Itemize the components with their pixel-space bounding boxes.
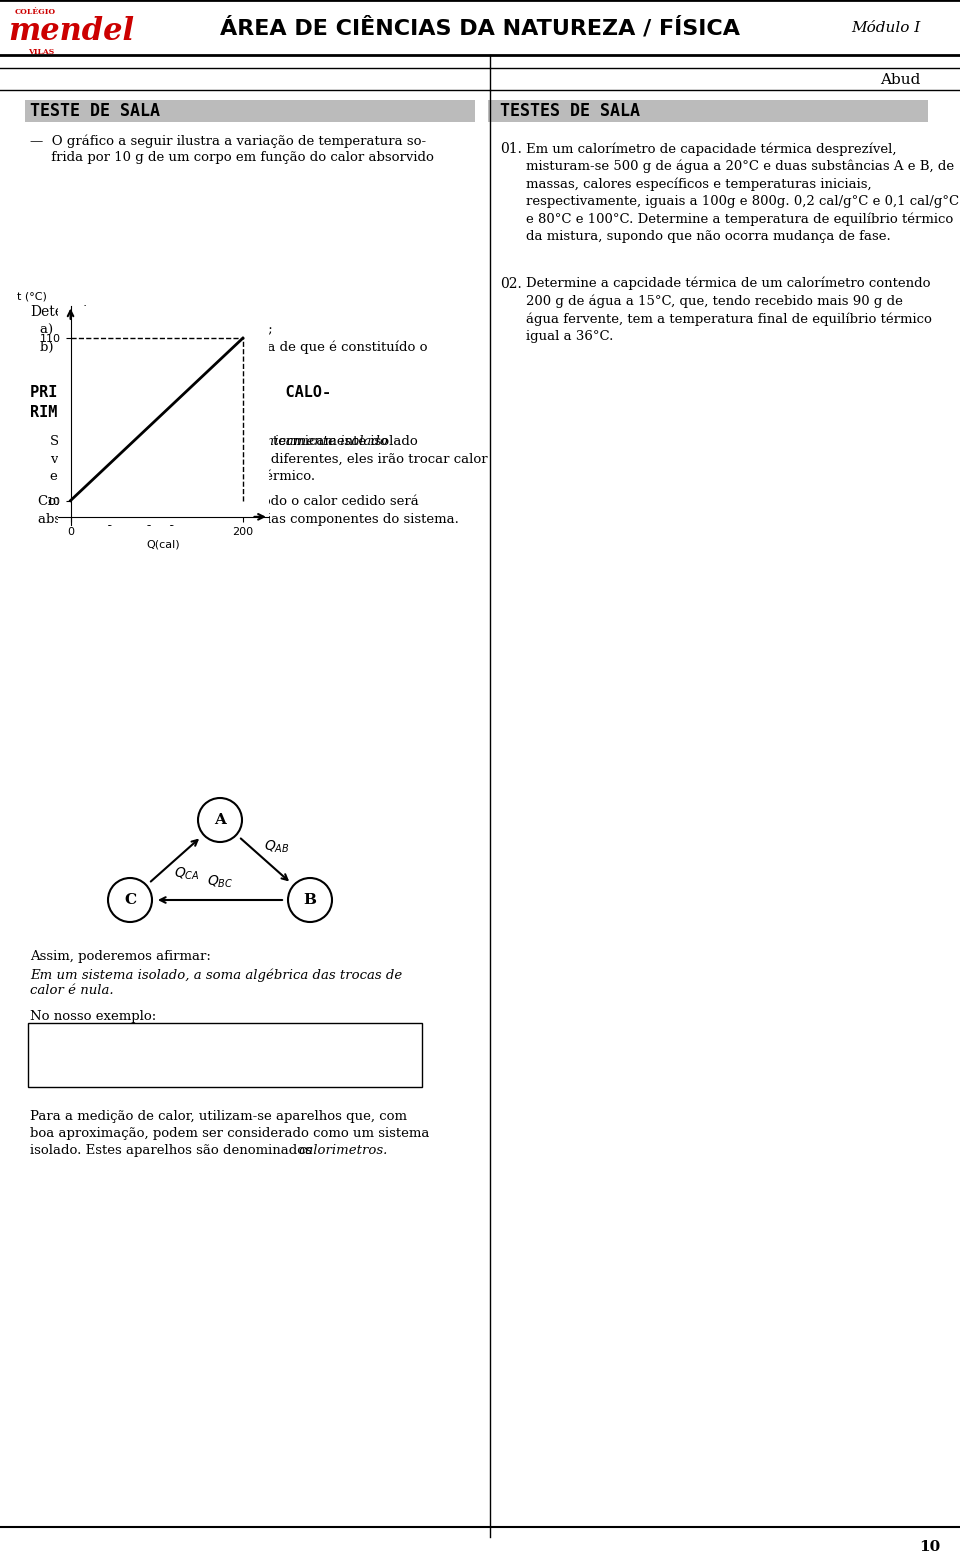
FancyBboxPatch shape <box>488 100 928 122</box>
Circle shape <box>108 878 152 921</box>
Text: a)  a capacidade térmica do corpo;: a) a capacidade térmica do corpo; <box>40 323 273 337</box>
Text: $Q_{AB}$: $Q_{AB}$ <box>264 838 290 854</box>
Text: B: B <box>303 893 317 907</box>
Text: A: A <box>214 813 226 827</box>
Text: Se colocarmos em um recipiente termicamente isolado
vários corpos com temperatur: Se colocarmos em um recipiente termicame… <box>50 436 488 483</box>
Text: $Q_{BC}$: $Q_{BC}$ <box>206 874 233 890</box>
Text: 10: 10 <box>919 1540 940 1554</box>
Text: Determine a capcidade térmica de um calorímetro contendo
200 g de água a 15°C, q: Determine a capcidade térmica de um calo… <box>526 277 932 343</box>
Text: COLÉGIO: COLÉGIO <box>15 8 56 16</box>
Text: b)  o calor específico da substância de que é constituído o: b) o calor específico da substância de q… <box>40 342 427 354</box>
Text: Para a medição de calor, utilizam-se aparelhos que, com
boa aproximação, podem s: Para a medição de calor, utilizam-se apa… <box>30 1109 429 1156</box>
Text: Módulo I: Módulo I <box>851 20 920 34</box>
Text: TESTES DE SALA: TESTES DE SALA <box>500 102 640 121</box>
Text: TESTE DE SALA: TESTE DE SALA <box>30 102 160 121</box>
Text: calor é nula.: calor é nula. <box>30 984 113 997</box>
Text: mendel: mendel <box>8 16 134 47</box>
Text: Em um sistema isolado, a soma algébrica das trocas de: Em um sistema isolado, a soma algébrica … <box>30 968 402 981</box>
Text: —  O gráfico a seguir ilustra a variação de temperatura so-
     frida por 10 g : — O gráfico a seguir ilustra a variação … <box>30 135 434 165</box>
Circle shape <box>288 878 332 921</box>
Text: 02.: 02. <box>500 277 521 291</box>
Text: Como o sistema é isolado, então todo o calor cedido será
absorvido pelas própria: Como o sistema é isolado, então todo o c… <box>38 495 459 525</box>
Text: RIMETRIA: RIMETRIA <box>30 404 103 420</box>
Text: Assim, poderemos afirmar:: Assim, poderemos afirmar: <box>30 950 211 964</box>
Text: ÁREA DE CIÊNCIAS DA NATUREZA / FÍSICA: ÁREA DE CIÊNCIAS DA NATUREZA / FÍSICA <box>220 17 740 39</box>
X-axis label: Q(cal): Q(cal) <box>146 539 180 550</box>
Text: Determine:: Determine: <box>30 306 109 320</box>
FancyBboxPatch shape <box>28 1023 422 1087</box>
FancyBboxPatch shape <box>25 100 475 122</box>
Text: Em um calorímetro de capacidade térmica desprezível,
misturam-se 500 g de água a: Em um calorímetro de capacidade térmica … <box>526 143 959 243</box>
Text: C: C <box>124 893 136 907</box>
Circle shape <box>198 798 242 841</box>
Y-axis label: t (°C): t (°C) <box>17 291 47 301</box>
Text: No nosso exemplo:: No nosso exemplo: <box>30 1011 156 1023</box>
Text: $Q_{CA}$: $Q_{CA}$ <box>174 865 200 882</box>
Text: PRINCÍPIO  FUNDAMENTAL  DA  CALO-: PRINCÍPIO FUNDAMENTAL DA CALO- <box>30 385 331 400</box>
Text: VILAS: VILAS <box>28 49 55 56</box>
Text: calorimetros.: calorimetros. <box>298 1144 388 1156</box>
Text: Abud: Abud <box>879 74 920 88</box>
Text: 01.: 01. <box>500 143 522 157</box>
Text: termicamente isolado: termicamente isolado <box>242 436 388 448</box>
Text: corpo.: corpo. <box>60 357 102 370</box>
